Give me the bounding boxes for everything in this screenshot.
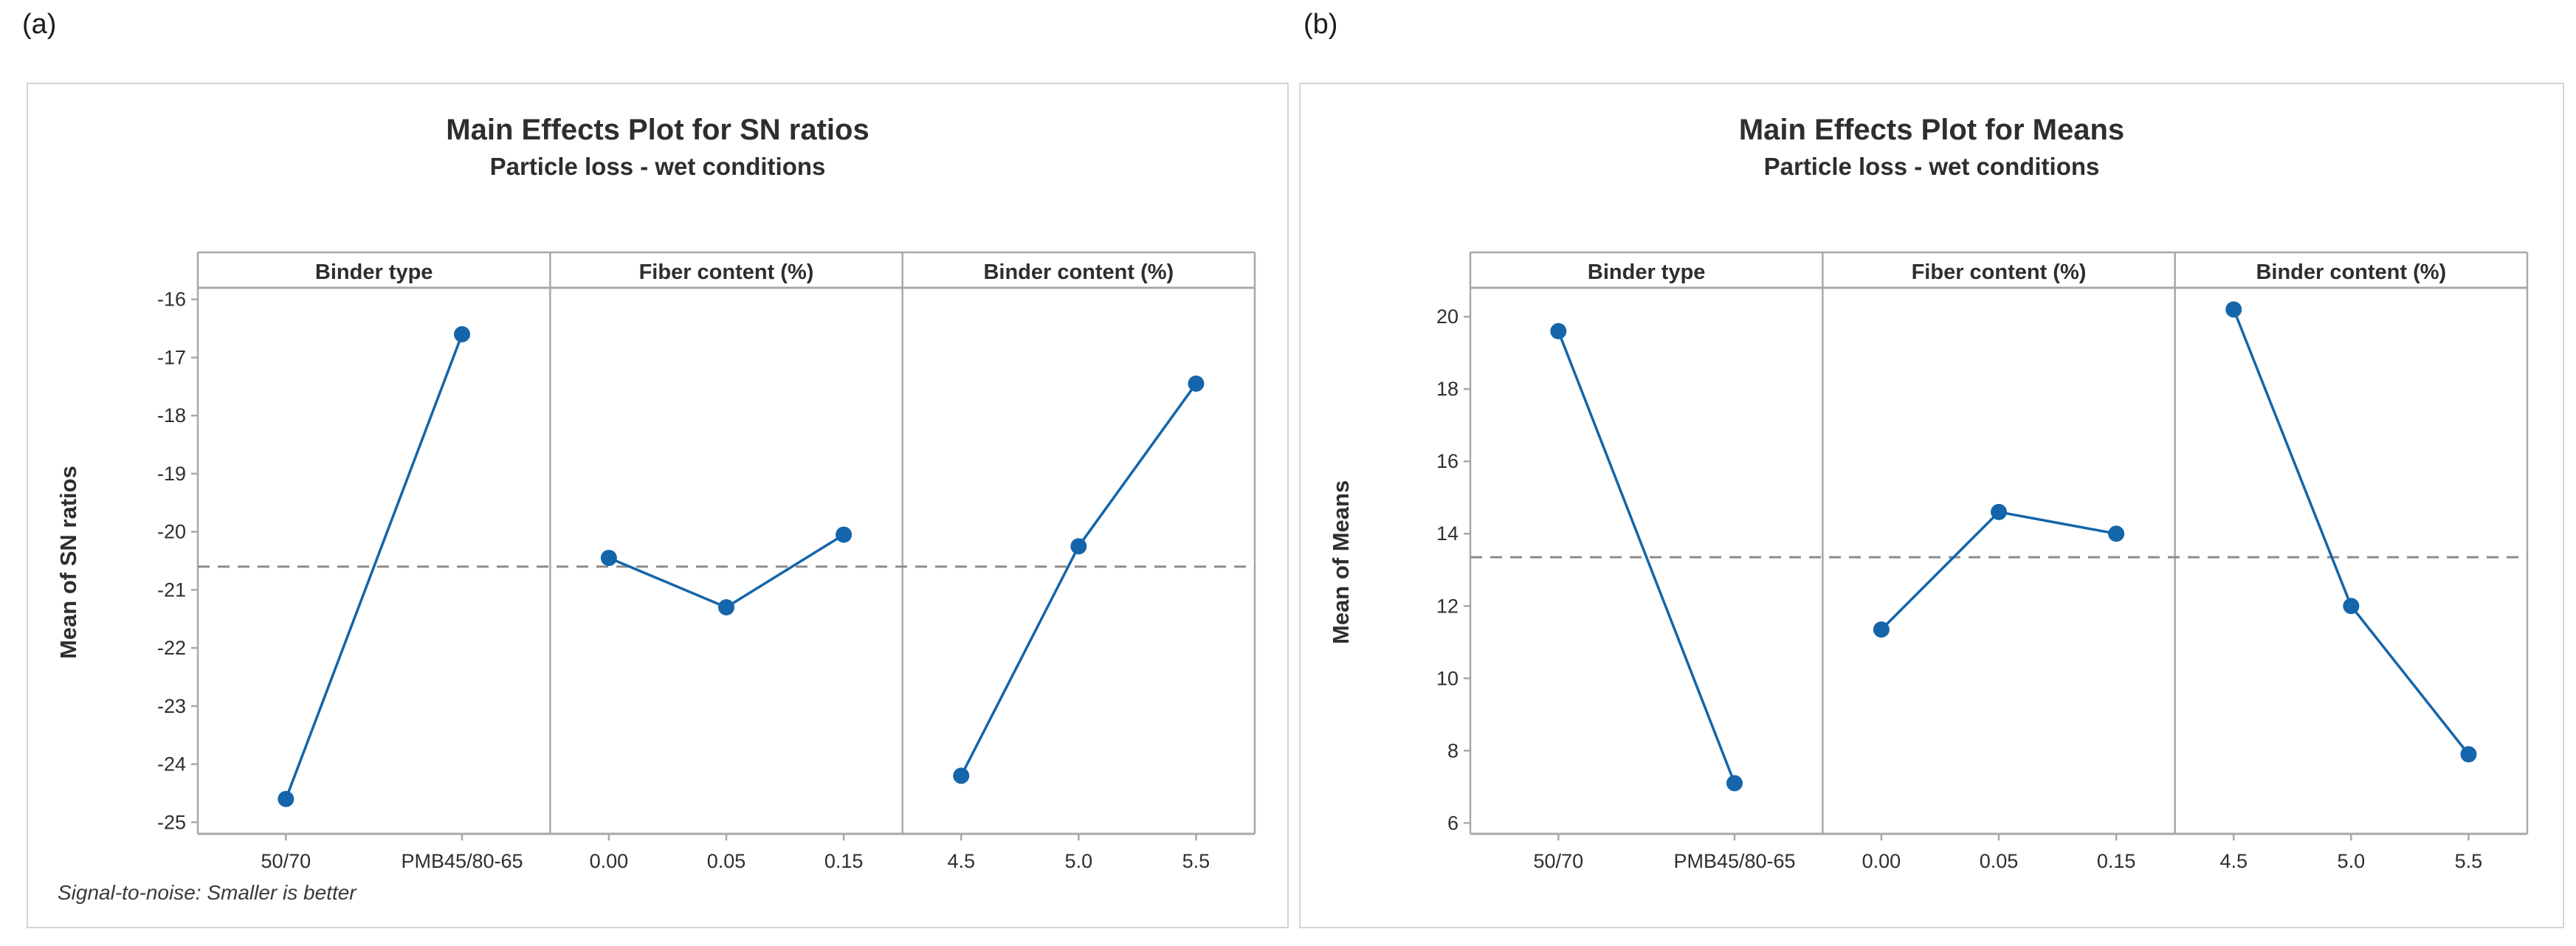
y-tick-label: -24 bbox=[157, 753, 186, 776]
x-tick-label: 50/70 bbox=[261, 850, 311, 872]
y-tick-label: -20 bbox=[157, 521, 186, 543]
chart-title: Main Effects Plot for SN ratios bbox=[446, 114, 869, 146]
main-effects-plot-means: Binder type Fiber content (%) Binder conte… bbox=[1436, 251, 2529, 872]
data-point-marker bbox=[1550, 322, 1567, 339]
figure-label-a: (a) bbox=[22, 9, 57, 40]
series-line bbox=[1557, 331, 1736, 784]
panel-label: Binder type bbox=[315, 260, 433, 284]
y-axis-title: Mean of SN ratios bbox=[55, 466, 81, 659]
data-point-marker bbox=[1873, 621, 1890, 638]
panel-label: Binder type bbox=[1588, 260, 1706, 284]
y-tick-label: -18 bbox=[157, 404, 186, 427]
series-line bbox=[1880, 510, 2117, 631]
chart-title: Main Effects Plot for Means bbox=[1738, 114, 2125, 146]
means-chart-card: Main Effects Plot for Means Particle los… bbox=[1299, 83, 2564, 928]
x-tick-label: 5.0 bbox=[1065, 850, 1093, 872]
data-point-marker bbox=[454, 325, 470, 342]
x-tick-label: 0.00 bbox=[1862, 850, 1901, 872]
y-tick-label: 10 bbox=[1436, 667, 1459, 689]
y-tick-label: 8 bbox=[1447, 739, 1459, 762]
data-point-marker bbox=[2460, 746, 2477, 763]
x-tick-label: 0.15 bbox=[824, 850, 864, 872]
data-point-marker bbox=[953, 767, 970, 784]
y-tick-label: -19 bbox=[157, 463, 186, 485]
figure-label-b: (b) bbox=[1304, 9, 1338, 40]
x-tick-label: 0.00 bbox=[590, 850, 629, 872]
x-tick-label: 4.5 bbox=[947, 850, 975, 872]
series-line bbox=[608, 534, 845, 609]
y-tick-label: -22 bbox=[157, 637, 186, 659]
x-tick-label: 50/70 bbox=[1534, 850, 1584, 872]
data-point-marker bbox=[2343, 598, 2360, 615]
x-tick-label: 0.05 bbox=[707, 850, 746, 872]
panel-label: Fiber content (%) bbox=[1912, 260, 2087, 284]
series-line bbox=[284, 334, 464, 800]
data-point-marker bbox=[718, 598, 734, 615]
main-effects-plot-sn: Binder type Fiber content (%) Binder conte… bbox=[157, 251, 1256, 872]
x-tick-label: 4.5 bbox=[2219, 850, 2248, 872]
y-tick-label: -23 bbox=[157, 695, 186, 717]
y-tick-label: 18 bbox=[1436, 378, 1459, 400]
x-tick-label: PMB45/80-65 bbox=[401, 850, 523, 872]
signal-to-noise-footnote: Signal-to-noise: Smaller is better bbox=[58, 881, 357, 904]
x-tick-label: 0.15 bbox=[2097, 850, 2136, 872]
y-tick-label: 20 bbox=[1436, 305, 1459, 328]
y-tick-label: 14 bbox=[1436, 522, 1459, 545]
x-tick-label: 5.5 bbox=[2455, 850, 2483, 872]
y-axis-title: Mean of Means bbox=[1328, 480, 1354, 645]
data-point-marker bbox=[1726, 775, 1743, 792]
y-tick-label: 16 bbox=[1436, 450, 1459, 472]
panel-label: Binder content (%) bbox=[983, 260, 1174, 284]
data-point-marker bbox=[278, 790, 295, 807]
sn-ratios-chart-card: Main Effects Plot for SN ratios Particle… bbox=[27, 83, 1289, 928]
data-point-marker bbox=[1188, 375, 1205, 392]
x-tick-label: 5.0 bbox=[2338, 850, 2366, 872]
x-tick-label: 5.5 bbox=[1182, 850, 1210, 872]
data-point-marker bbox=[836, 526, 853, 543]
data-point-marker bbox=[2108, 525, 2125, 542]
y-tick-label: -17 bbox=[157, 346, 186, 368]
panel-label: Fiber content (%) bbox=[639, 260, 814, 284]
data-point-marker bbox=[2225, 301, 2242, 318]
y-tick-label: -21 bbox=[157, 579, 186, 601]
chart-subtitle: Particle loss - wet conditions bbox=[1763, 153, 2100, 180]
panel-label: Binder content (%) bbox=[2256, 260, 2446, 284]
x-tick-label: 0.05 bbox=[1980, 850, 2019, 872]
data-point-marker bbox=[1070, 538, 1087, 555]
series-line bbox=[960, 382, 1197, 777]
y-tick-label: -16 bbox=[157, 289, 186, 311]
data-point-marker bbox=[1991, 503, 2007, 520]
y-tick-label: 6 bbox=[1447, 812, 1459, 834]
series-line bbox=[2232, 308, 2470, 756]
y-tick-label: -25 bbox=[157, 811, 186, 833]
chart-subtitle: Particle loss - wet conditions bbox=[489, 153, 826, 180]
data-point-marker bbox=[600, 550, 617, 567]
x-tick-label: PMB45/80-65 bbox=[1673, 850, 1795, 872]
y-tick-label: 12 bbox=[1436, 595, 1459, 617]
